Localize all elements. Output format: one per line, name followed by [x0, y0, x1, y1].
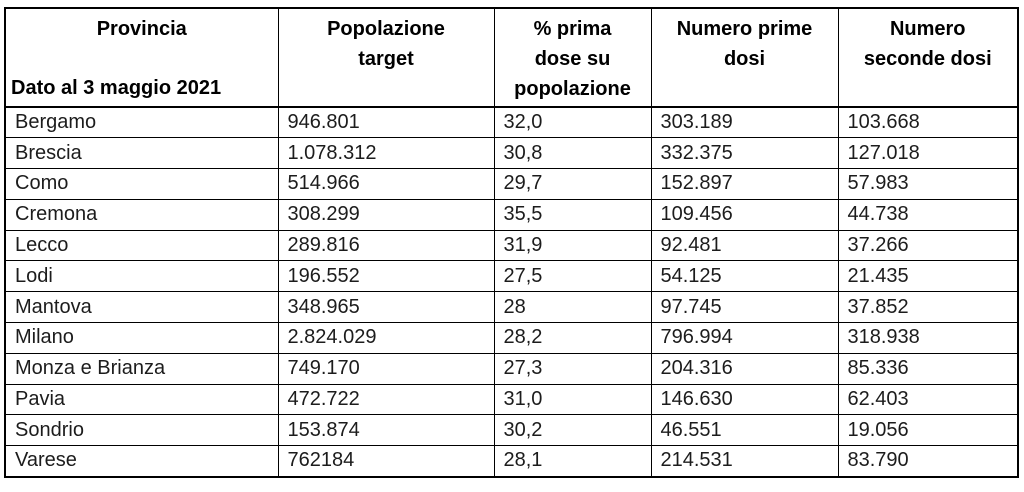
cell-popolazione-target: 514.966: [277, 168, 495, 200]
provincia-header-label: Provincia: [96, 18, 187, 40]
cell-provincia: Bergamo: [4, 106, 279, 139]
province-vaccination-table: Provincia Dato al 3 maggio 2021 Popolazi…: [4, 7, 1019, 478]
table-header: Provincia Dato al 3 maggio 2021 Popolazi…: [4, 7, 1019, 108]
cell-popolazione-target: 348.965: [277, 291, 495, 324]
cell-provincia: Mantova: [4, 291, 279, 324]
cell-popolazione-target: 2.824.029: [277, 322, 495, 354]
date-note: Dato al 3 maggio 2021: [11, 77, 222, 99]
table-row: Milano 2.824.029 28,2 796.994 318.938: [4, 322, 1019, 354]
cell-popolazione-target: 196.552: [277, 260, 495, 293]
cell-prime-dosi: 46.551: [650, 414, 839, 447]
cell-prime-dosi: 152.897: [650, 168, 839, 200]
header-label-line: Numero: [889, 18, 966, 40]
cell-seconde-dosi: 19.056: [837, 414, 1019, 447]
cell-seconde-dosi: 62.403: [837, 383, 1019, 416]
header-label-line: target: [358, 48, 414, 70]
table-row: Pavia 472.722 31,0 146.630 62.403: [4, 383, 1019, 416]
table-body: Bergamo 946.801 32,0 303.189 103.668 Brescia 1…: [4, 106, 1019, 478]
cell-pct-prima-dose: 27,3: [493, 352, 652, 385]
header-label-line: dose su: [534, 48, 611, 70]
cell-seconde-dosi: 37.852: [837, 291, 1019, 324]
cell-pct-prima-dose: 30,8: [493, 137, 652, 170]
cell-seconde-dosi: 37.266: [837, 229, 1019, 262]
cell-prime-dosi: 303.189: [650, 106, 839, 139]
cell-prime-dosi: 796.994: [650, 322, 839, 354]
cell-provincia: Lecco: [4, 229, 279, 262]
table-row: Cremona 308.299 35,5 109.456 44.738: [4, 198, 1019, 231]
cell-popolazione-target: 749.170: [277, 352, 495, 385]
cell-seconde-dosi: 83.790: [837, 445, 1019, 478]
cell-provincia: Sondrio: [4, 414, 279, 447]
table-row: Lodi 196.552 27,5 54.125 21.435: [4, 260, 1019, 293]
cell-popolazione-target: 308.299: [277, 198, 495, 231]
cell-pct-prima-dose: 27,5: [493, 260, 652, 293]
cell-prime-dosi: 97.745: [650, 291, 839, 324]
header-label-line: % prima: [533, 18, 612, 40]
cell-seconde-dosi: 103.668: [837, 106, 1019, 139]
header-cell-pct-prima-dose: % prima dose su popolazione: [493, 7, 652, 108]
cell-popolazione-target: 472.722: [277, 383, 495, 416]
cell-seconde-dosi: 127.018: [837, 137, 1019, 170]
cell-prime-dosi: 92.481: [650, 229, 839, 262]
header-label-line: popolazione: [514, 78, 631, 100]
cell-seconde-dosi: 318.938: [837, 322, 1019, 354]
cell-prime-dosi: 54.125: [650, 260, 839, 293]
header-cell-popolazione-target: Popolazione target: [277, 7, 495, 108]
table-row: Brescia 1.078.312 30,8 332.375 127.018: [4, 137, 1019, 170]
cell-popolazione-target: 946.801: [277, 106, 495, 139]
cell-provincia: Lodi: [4, 260, 279, 293]
header-label-line: seconde dosi: [863, 48, 992, 70]
cell-pct-prima-dose: 32,0: [493, 106, 652, 139]
cell-provincia: Pavia: [4, 383, 279, 416]
header-label-line: dosi: [723, 48, 766, 70]
header-label-line: Numero prime: [676, 18, 813, 40]
cell-popolazione-target: 1.078.312: [277, 137, 495, 170]
table-row: Bergamo 946.801 32,0 303.189 103.668: [4, 106, 1019, 139]
cell-seconde-dosi: 44.738: [837, 198, 1019, 231]
header-label-line: Popolazione: [327, 18, 445, 40]
table-row: Mantova 348.965 28 97.745 37.852: [4, 291, 1019, 324]
cell-popolazione-target: 153.874: [277, 414, 495, 447]
cell-provincia: Varese: [4, 445, 279, 478]
cell-prime-dosi: 332.375: [650, 137, 839, 170]
header-cell-seconde-dosi: Numero seconde dosi: [837, 7, 1019, 108]
cell-pct-prima-dose: 28,2: [493, 322, 652, 354]
cell-pct-prima-dose: 31,0: [493, 383, 652, 416]
cell-seconde-dosi: 57.983: [837, 168, 1019, 200]
cell-pct-prima-dose: 31,9: [493, 229, 652, 262]
table-row: Como 514.966 29,7 152.897 57.983: [4, 168, 1019, 200]
cell-pct-prima-dose: 35,5: [493, 198, 652, 231]
cell-pct-prima-dose: 30,2: [493, 414, 652, 447]
cell-seconde-dosi: 85.336: [837, 352, 1019, 385]
header-row: Provincia Dato al 3 maggio 2021 Popolazi…: [4, 7, 1019, 108]
cell-pct-prima-dose: 29,7: [493, 168, 652, 200]
cell-prime-dosi: 109.456: [650, 198, 839, 231]
cell-popolazione-target: 289.816: [277, 229, 495, 262]
cell-provincia: Brescia: [4, 137, 279, 170]
cell-provincia: Monza e Brianza: [4, 352, 279, 385]
table-row: Lecco 289.816 31,9 92.481 37.266: [4, 229, 1019, 262]
table-row: Sondrio 153.874 30,2 46.551 19.056: [4, 414, 1019, 447]
table-row: Monza e Brianza 749.170 27,3 204.316 85.336: [4, 352, 1019, 385]
cell-prime-dosi: 146.630: [650, 383, 839, 416]
cell-prime-dosi: 204.316: [650, 352, 839, 385]
cell-provincia: Como: [4, 168, 279, 200]
cell-prime-dosi: 214.531: [650, 445, 839, 478]
cell-popolazione-target: 762184: [277, 445, 495, 478]
cell-provincia: Cremona: [4, 198, 279, 231]
cell-provincia: Milano: [4, 322, 279, 354]
header-cell-provincia: Provincia Dato al 3 maggio 2021: [4, 7, 279, 108]
cell-pct-prima-dose: 28,1: [493, 445, 652, 478]
table-row: Varese 762184 28,1 214.531 83.790: [4, 445, 1019, 478]
cell-seconde-dosi: 21.435: [837, 260, 1019, 293]
cell-pct-prima-dose: 28: [493, 291, 652, 324]
header-cell-prime-dosi: Numero prime dosi: [650, 7, 839, 108]
